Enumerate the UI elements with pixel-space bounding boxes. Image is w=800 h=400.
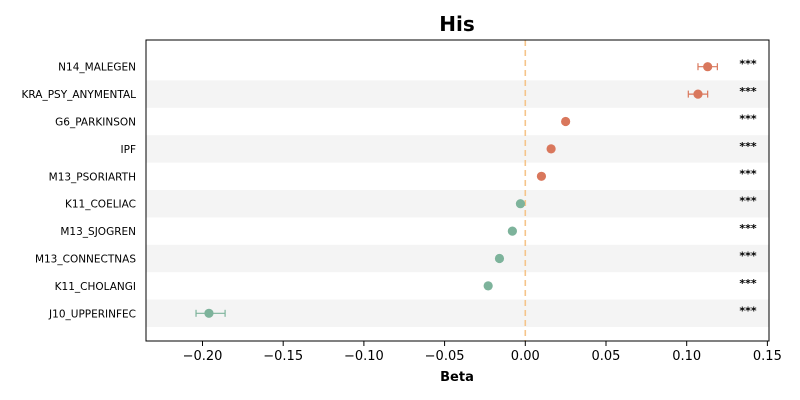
significance-label: *** <box>739 58 757 71</box>
data-point <box>507 226 517 236</box>
x-tick-label: 0.00 <box>511 349 540 364</box>
y-tick-label: J10_UPPERINFEC <box>48 308 136 320</box>
row-stripe <box>146 190 769 218</box>
x-tick-label: 0.05 <box>592 349 621 364</box>
data-point <box>703 62 713 72</box>
chart-title: His <box>439 12 475 36</box>
x-tick-label: −0.20 <box>183 349 223 364</box>
row-stripe <box>146 299 769 327</box>
plot-area-frame <box>145 39 770 342</box>
x-tick-label: −0.15 <box>263 349 303 364</box>
row-stripe <box>146 244 769 273</box>
data-point <box>561 116 571 127</box>
y-tick-label: K11_CHOLANGI <box>55 281 136 293</box>
data-point <box>515 199 526 209</box>
y-tick-label: IPF <box>121 144 136 156</box>
data-point <box>693 89 703 99</box>
x-tick-label: −0.10 <box>344 349 384 364</box>
row-stripe <box>146 135 769 163</box>
y-tick-label: M13_SJOGREN <box>60 226 136 238</box>
significance-label: *** <box>739 250 757 263</box>
y-tick-label: M13_PSORIARTH <box>49 171 136 183</box>
y-tick-label: G6_PARKINSON <box>55 117 136 129</box>
significance-label: *** <box>739 222 757 235</box>
x-axis-label: Beta <box>440 370 474 385</box>
significance-label: *** <box>739 113 757 126</box>
y-tick-label: K11_COELIAC <box>65 199 136 211</box>
data-point <box>204 308 214 318</box>
data-point <box>546 144 556 154</box>
significance-label: *** <box>739 195 757 208</box>
significance-label: *** <box>739 85 757 98</box>
y-tick-label: KRA_PSY_ANYMENTAL <box>22 89 137 101</box>
row-stripe <box>146 80 769 108</box>
data-point <box>536 171 547 181</box>
x-tick-label: −0.05 <box>425 349 465 364</box>
significance-label: *** <box>739 277 757 290</box>
y-tick-label: M13_CONNECTNAS <box>35 254 136 266</box>
significance-label: *** <box>739 304 757 317</box>
x-tick-label: 0.10 <box>672 349 701 364</box>
data-point <box>483 281 493 291</box>
x-axis: −0.20 −0.15 −0.10 −0.05 0.00 0.05 0.10 0.15 <box>183 341 782 364</box>
data-point <box>494 253 505 264</box>
significance-label: *** <box>739 140 757 153</box>
x-tick-label: 0.15 <box>753 349 782 364</box>
row-stripes <box>146 80 769 327</box>
significance-labels: *** *** *** *** *** *** *** *** *** *** <box>739 58 757 318</box>
significance-label: *** <box>739 167 757 180</box>
y-axis-labels: N14_MALEGEN KRA_PSY_ANYMENTAL G6_PARKINSON… <box>22 62 137 321</box>
y-tick-label: N14_MALEGEN <box>58 62 136 74</box>
data-points <box>195 62 718 318</box>
